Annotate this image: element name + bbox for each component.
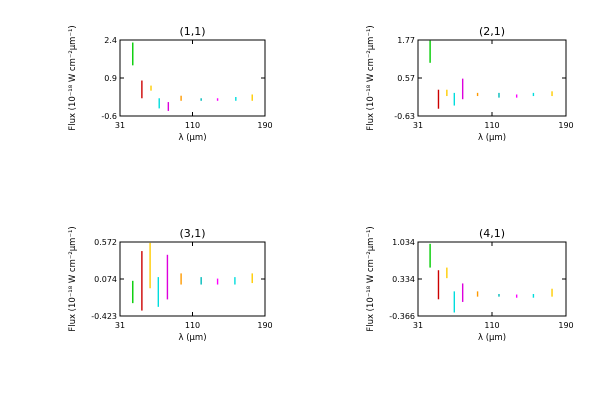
x-tick-label: 190 [257, 121, 272, 130]
x-tick-label: 110 [484, 121, 499, 130]
x-axis-label: λ (μm) [178, 133, 206, 143]
plot-frame [417, 39, 567, 117]
y-tick-label: -0.63 [394, 112, 415, 121]
y-tick-label: 1.77 [397, 36, 415, 45]
y-tick-label: 1.034 [392, 238, 415, 247]
y-tick-label: -0.6 [101, 112, 117, 121]
x-tick-label: 190 [257, 321, 272, 330]
x-tick-label: 31 [115, 121, 125, 130]
y-axis-label: Flux (10⁻¹⁸ W cm⁻²μm⁻¹) [366, 25, 376, 130]
y-tick-label: -0.423 [91, 312, 117, 321]
x-axis-label: λ (μm) [478, 133, 506, 143]
x-tick-label: 31 [413, 321, 423, 330]
x-tick-label: 190 [558, 321, 573, 330]
chart-panel-2: (2,1) 31 110 190 -0.63 0.57 1.77 λ (μm) Flux (10… [366, 25, 574, 143]
chart-title: (2,1) [479, 25, 505, 38]
chart-panel-4: (4,1) 31 110 190 -0.366 0.334 1.034 λ (μm) Flux … [366, 226, 574, 343]
y-tick-label: 0.57 [397, 74, 415, 83]
chart-title: (4,1) [479, 227, 505, 240]
chart-panel-3: (3,1) 31 110 190 -0.423 0.074 0.572 λ (μm) Flux … [68, 226, 273, 343]
y-axis-label: Flux (10⁻¹⁸ W cm⁻²μm⁻¹) [366, 226, 376, 331]
chart-title: (1,1) [179, 25, 205, 38]
x-tick-label: 110 [185, 321, 200, 330]
y-tick-label: -0.366 [389, 312, 415, 321]
y-tick-label: 0.074 [94, 275, 117, 284]
x-tick-label: 190 [558, 121, 573, 130]
y-axis-label: Flux (10⁻¹⁸ W cm⁻²μm⁻¹) [68, 25, 78, 130]
chart-title: (3,1) [179, 227, 205, 240]
y-tick-label: 0.572 [94, 238, 117, 247]
plot-frame [417, 241, 567, 317]
y-tick-label: 0.334 [392, 275, 415, 284]
x-axis-label: λ (μm) [178, 333, 206, 343]
x-tick-label: 31 [115, 321, 125, 330]
plot-frame [119, 39, 266, 117]
y-tick-label: 0.9 [104, 74, 117, 83]
y-tick-label: 2.4 [104, 36, 117, 45]
x-tick-label: 110 [484, 321, 499, 330]
x-tick-label: 110 [185, 121, 200, 130]
chart-panel-1: (1,1) 31 110 190 -0.6 0.9 2.4 λ (μm) Flux (10⁻¹⁸… [68, 25, 273, 143]
y-axis-label: Flux (10⁻¹⁸ W cm⁻²μm⁻¹) [68, 226, 78, 331]
x-axis-label: λ (μm) [478, 333, 506, 343]
x-tick-label: 31 [413, 121, 423, 130]
